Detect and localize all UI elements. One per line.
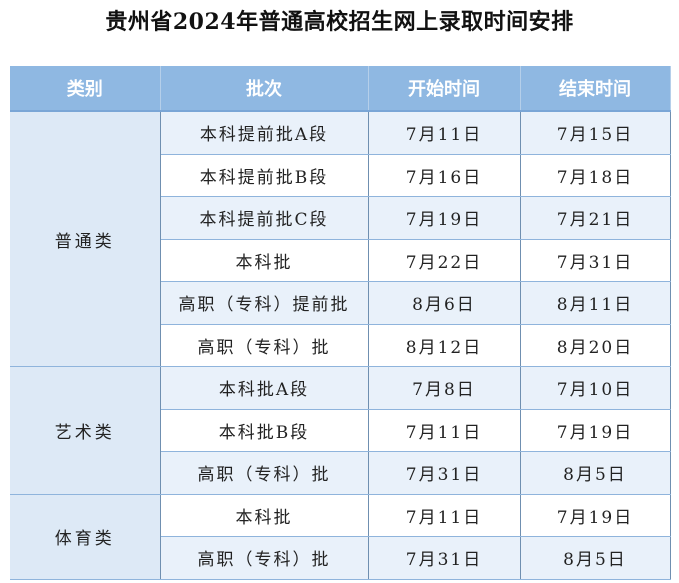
table-row: 本科提前批B段 7月16日 7月18日 [10,154,671,197]
end-time-cell: 7月21日 [520,196,671,240]
start-time-cell: 7月22日 [368,239,521,282]
header-end-time: 结束时间 [520,66,671,112]
header-start-time: 开始时间 [368,66,521,112]
batch-cell: 高职（专科）批 [160,451,369,495]
table-row: 本科批B段 7月11日 7月19日 [10,409,671,452]
batch-cell: 高职（专科）批 [160,536,369,580]
end-time-cell: 7月19日 [520,494,671,537]
batch-cell: 本科批 [160,239,369,282]
batch-cell: 高职（专科）批 [160,324,369,367]
category-cell: 艺术类 [10,366,161,495]
start-time-cell: 7月31日 [368,536,521,580]
start-time-cell: 7月8日 [368,366,521,410]
page-title: 贵州省2024年普通高校招生网上录取时间安排 [105,9,574,35]
end-time-cell: 7月19日 [520,409,671,452]
batch-cell: 本科提前批C段 [160,196,369,240]
batch-cell: 本科批A段 [160,366,369,410]
admission-schedule-table: 类别 批次 开始时间 结束时间 普通类 本科提前批A段 7月11日 7月15日 本科提前… [10,66,671,580]
start-time-cell: 8月6日 [368,281,521,325]
batch-cell: 高职（专科）提前批 [160,281,369,325]
batch-cell: 本科批 [160,494,369,537]
start-time-cell: 8月12日 [368,324,521,367]
end-time-cell: 8月5日 [520,451,671,495]
start-time-cell: 7月31日 [368,451,521,495]
category-cell: 普通类 [10,111,161,367]
table-row: 艺术类 本科批A段 7月8日 7月10日 [10,366,671,495]
start-time-cell: 7月11日 [368,494,521,537]
table-row: 本科批 7月22日 7月31日 [10,239,671,282]
end-time-cell: 7月18日 [520,154,671,197]
end-time-cell: 8月11日 [520,281,671,325]
category-cell: 体育类 [10,494,161,580]
table-row: 本科提前批C段 7月19日 7月21日 [10,196,671,240]
start-time-cell: 7月19日 [368,196,521,240]
table-row: 高职（专科）提前批 8月6日 8月11日 [10,281,671,325]
table-row: 高职（专科）批 7月31日 8月5日 [10,451,671,495]
batch-cell: 本科提前批A段 [160,111,369,155]
table-row: 体育类 本科批 7月11日 7月19日 [10,494,671,580]
start-time-cell: 7月16日 [368,154,521,197]
header-category: 类别 [10,66,161,112]
end-time-cell: 7月10日 [520,366,671,410]
start-time-cell: 7月11日 [368,111,521,155]
table-row: 高职（专科）批 8月12日 8月20日 [10,324,671,367]
table-row: 普通类 本科提前批A段 7月11日 7月15日 [10,111,671,367]
start-time-cell: 7月11日 [368,409,521,452]
header-batch: 批次 [160,66,369,112]
end-time-cell: 8月5日 [520,536,671,580]
table-header-row: 类别 批次 开始时间 结束时间 [10,66,671,112]
end-time-cell: 7月31日 [520,239,671,282]
batch-cell: 本科提前批B段 [160,154,369,197]
end-time-cell: 8月20日 [520,324,671,367]
end-time-cell: 7月15日 [520,111,671,155]
batch-cell: 本科批B段 [160,409,369,452]
table-row: 高职（专科）批 7月31日 8月5日 [10,536,671,580]
